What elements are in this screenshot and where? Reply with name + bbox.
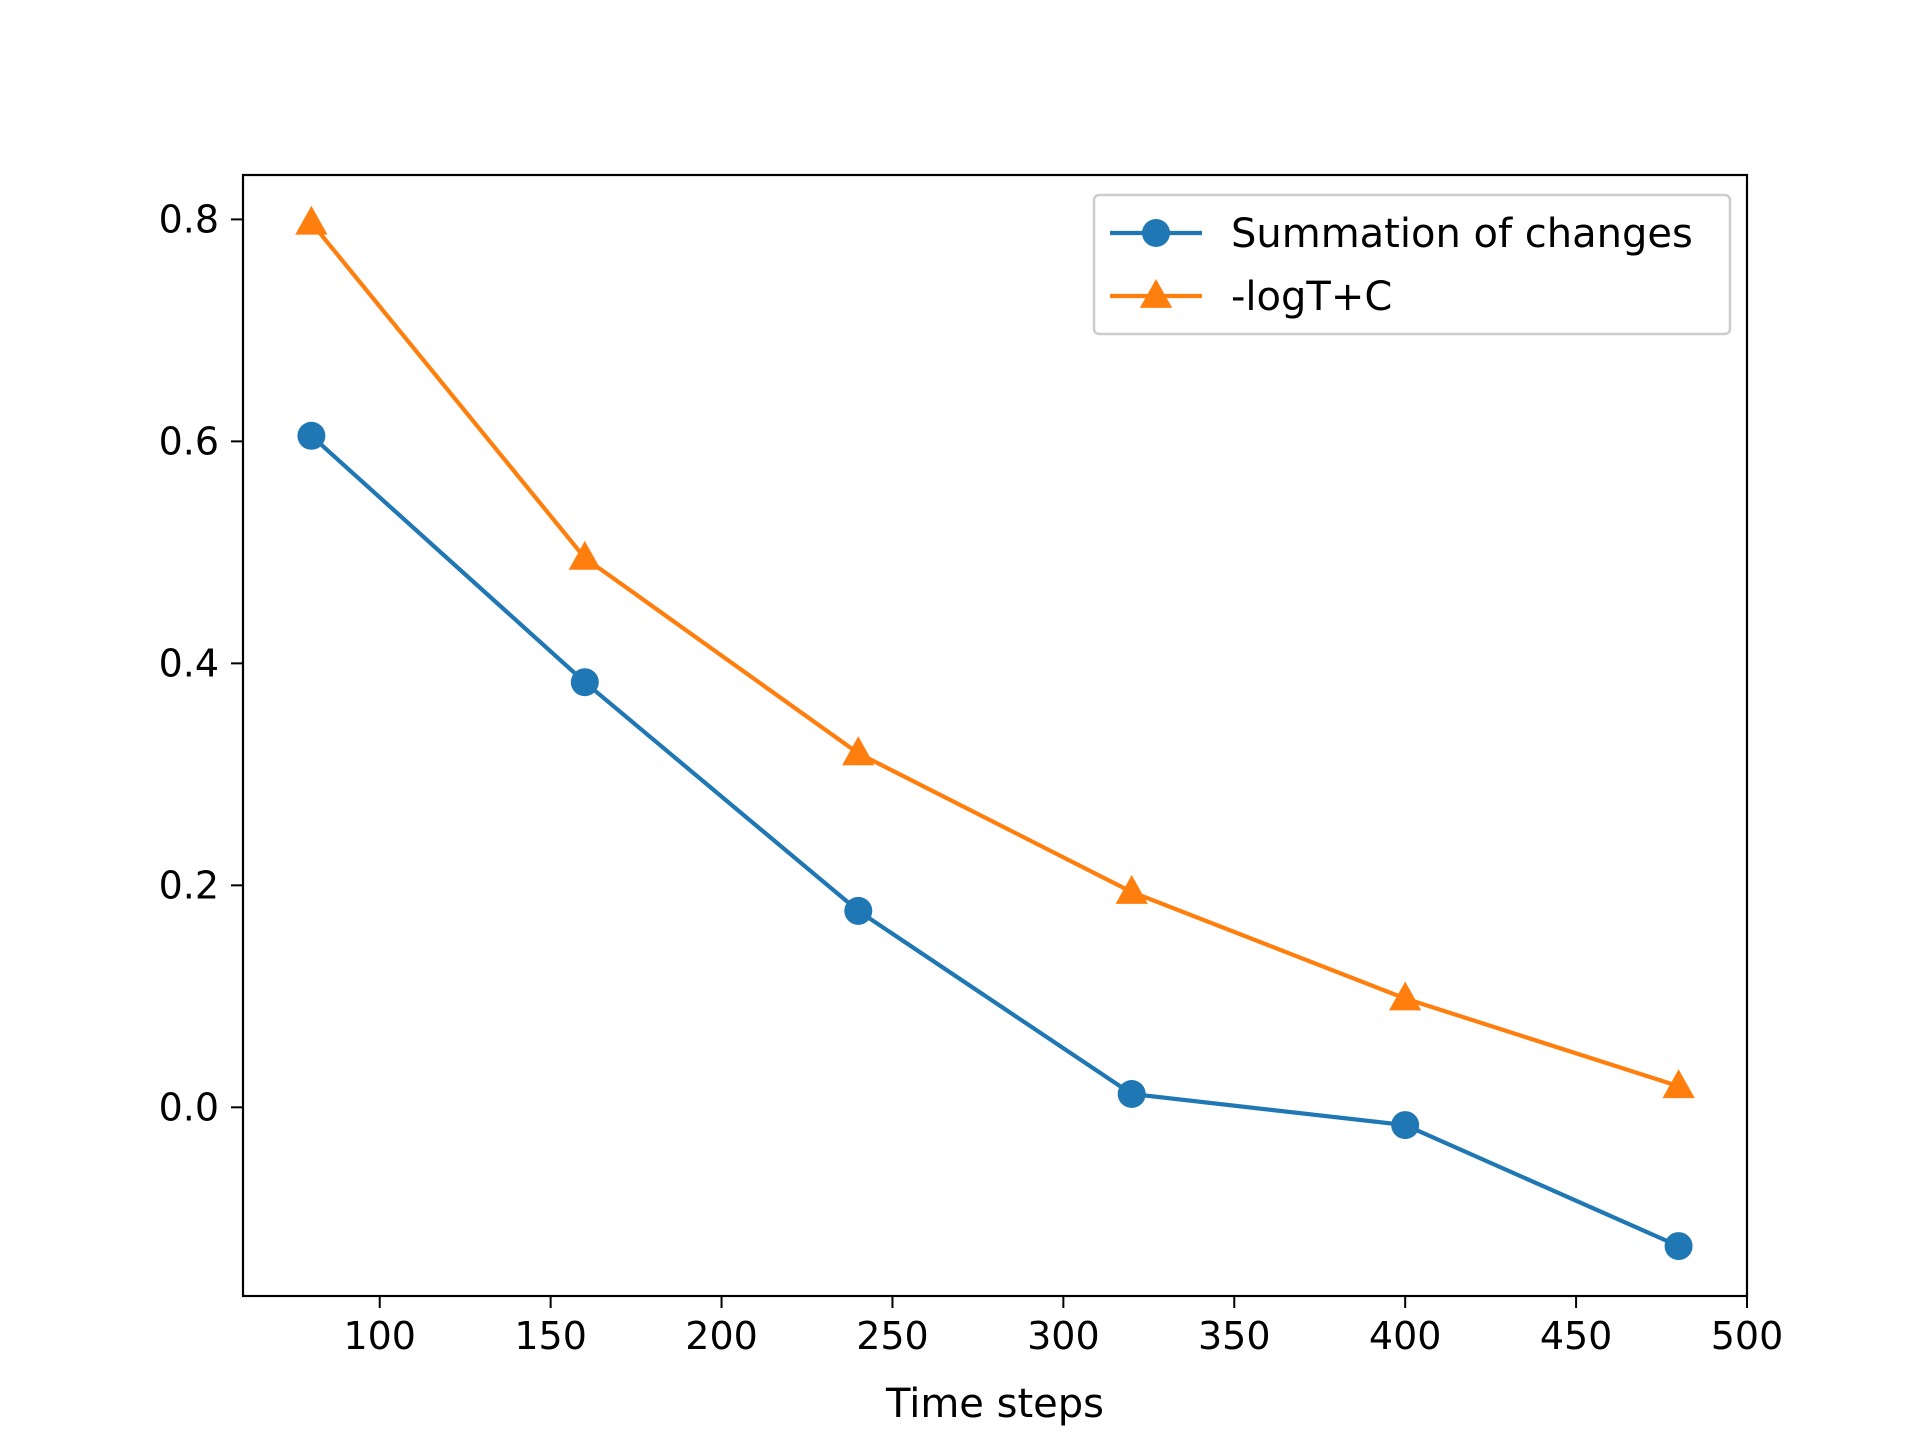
x-tick-label: 350 bbox=[1198, 1314, 1271, 1358]
x-tick-label: 300 bbox=[1027, 1314, 1100, 1358]
series-0-point-1 bbox=[570, 668, 599, 697]
y-tick-label: 0.6 bbox=[159, 419, 219, 463]
y-tick-label: 0.8 bbox=[159, 197, 219, 241]
legend-marker-0 bbox=[1142, 219, 1170, 247]
series-1-point-0 bbox=[295, 205, 328, 235]
series-0-line bbox=[309, 434, 1680, 1249]
series-0-point-3 bbox=[1117, 1080, 1146, 1108]
y-axis: 0.0 0.2 0.4 0.6 0.8 bbox=[159, 197, 243, 1129]
series-0 bbox=[297, 421, 1693, 1261]
series-0-point-5 bbox=[1664, 1232, 1693, 1261]
series-1-point-1 bbox=[568, 540, 601, 570]
x-tick-label: 100 bbox=[343, 1314, 416, 1358]
y-tick-label: 0.2 bbox=[159, 863, 219, 907]
x-tick-label: 250 bbox=[856, 1314, 929, 1358]
legend-box bbox=[1092, 193, 1732, 336]
legend-marker-1 bbox=[1139, 279, 1173, 308]
legend-label-0: Summation of changes bbox=[1231, 211, 1693, 257]
y-tick-label: 0.0 bbox=[159, 1085, 219, 1129]
series-1-point-5 bbox=[1662, 1069, 1695, 1099]
legend: Summation of changes -logT+C bbox=[1092, 193, 1732, 336]
series-0-point-4 bbox=[1391, 1111, 1420, 1140]
x-tick-label: 400 bbox=[1369, 1314, 1442, 1358]
series-layer bbox=[295, 205, 1695, 1261]
x-tick-label: 150 bbox=[514, 1314, 587, 1358]
series-1-point-4 bbox=[1389, 981, 1422, 1011]
x-axis-label: Time steps bbox=[885, 1381, 1104, 1427]
series-1-line bbox=[309, 221, 1680, 1089]
x-tick-label: 450 bbox=[1540, 1314, 1613, 1358]
legend-label-1: -logT+C bbox=[1231, 274, 1392, 320]
series-1 bbox=[295, 205, 1695, 1099]
x-tick-label: 200 bbox=[685, 1314, 758, 1358]
x-axis: 100 150 200 250 300 350 400 450 500 bbox=[343, 1296, 1783, 1358]
plot-frame bbox=[241, 173, 1749, 1298]
y-tick-label: 0.4 bbox=[159, 641, 219, 685]
x-tick-label: 500 bbox=[1711, 1314, 1784, 1358]
series-1-point-2 bbox=[842, 736, 875, 766]
series-1-point-3 bbox=[1115, 875, 1148, 904]
series-0-point-0 bbox=[297, 421, 326, 450]
series-0-point-2 bbox=[844, 896, 873, 925]
